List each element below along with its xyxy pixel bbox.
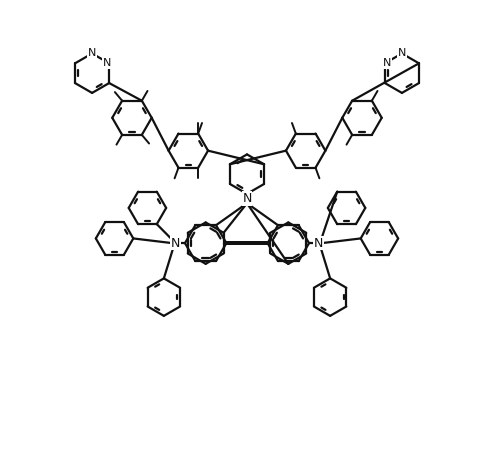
Text: N: N <box>243 192 251 205</box>
Text: N: N <box>314 237 323 250</box>
Text: N: N <box>88 48 96 58</box>
Text: N: N <box>103 58 111 68</box>
Text: N: N <box>383 58 391 68</box>
Text: N: N <box>398 48 406 58</box>
Text: N: N <box>171 237 180 250</box>
